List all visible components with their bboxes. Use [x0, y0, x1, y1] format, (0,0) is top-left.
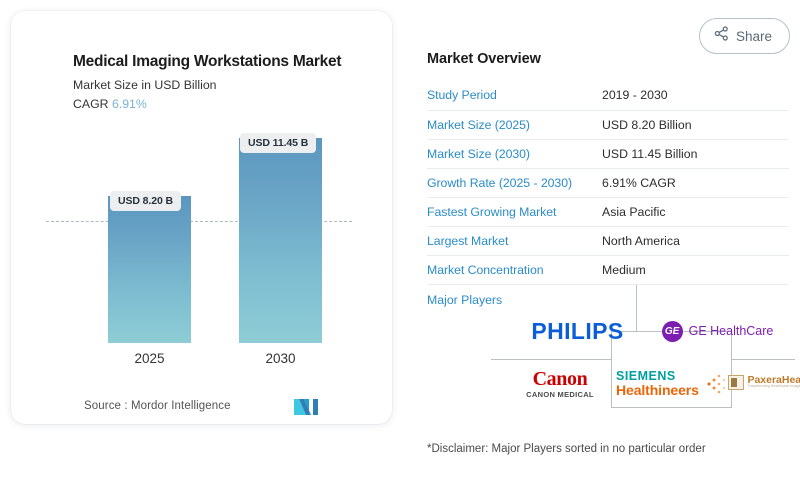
logo-philips: PHILIPS: [531, 317, 624, 344]
market-overview-panel: Share Market Overview Study Period 2019 …: [415, 0, 800, 482]
chart-subtitle: Market Size in USD Billion: [73, 77, 217, 92]
source-label: Source :: [84, 400, 128, 412]
chart-source-text: Source : Mordor Intelligence: [84, 400, 231, 412]
major-players-logo-grid: PHILIPS GE GE HealthCare Canon CANON MED…: [415, 285, 800, 430]
row-value: Asia Pacific: [602, 197, 789, 227]
bar-value-label-2030: USD 11.45 B: [240, 133, 317, 153]
row-key: Market Size (2030): [427, 139, 602, 169]
logo-canon-medical: Canon CANON MEDICAL: [505, 363, 615, 405]
cagr-value: 6.91%: [111, 96, 147, 111]
healthineers-wordmark: Healthineers: [616, 382, 699, 399]
grid-line-horizontal-left: [491, 359, 611, 360]
ge-healthcare-text: GE HealthCare: [688, 324, 774, 338]
row-key: Study Period: [427, 81, 602, 111]
x-axis-tick-2025: 2025: [134, 351, 165, 366]
siemens-dots-icon: [705, 372, 729, 396]
bar-2030: [239, 138, 322, 343]
canon-medical-subtext: CANON MEDICAL: [526, 390, 594, 399]
table-row: Largest Market North America: [427, 226, 789, 256]
bar-chart-plot: USD 8.20 B USD 11.45 B 2025 2030: [11, 129, 392, 369]
mordor-intelligence-logo-icon: [293, 396, 321, 421]
chart-source-row: Source : Mordor Intelligence: [84, 399, 384, 415]
grid-line-vertical-top: [636, 285, 637, 331]
share-button-label: Share: [735, 28, 772, 44]
row-key: Growth Rate (2025 - 2030): [427, 168, 602, 198]
ge-monogram-icon: GE: [661, 320, 683, 342]
major-players-label: Major Players: [427, 293, 503, 307]
row-value: 2019 - 2030: [602, 81, 789, 111]
grid-line-box-right: [731, 331, 732, 407]
major-players-disclaimer: *Disclaimer: Major Players sorted in no …: [427, 443, 706, 455]
paxera-text-block: PaxeraHealth Transforming Healthcare Ima…: [747, 375, 800, 389]
row-key: Market Size (2025): [427, 110, 602, 140]
market-overview-table: Study Period 2019 - 2030 Market Size (20…: [427, 81, 789, 285]
table-row: Study Period 2019 - 2030: [427, 81, 789, 111]
share-button[interactable]: Share: [698, 18, 790, 54]
row-key: Largest Market: [427, 226, 602, 256]
share-nodes-icon: [714, 26, 729, 46]
table-row: Market Concentration Medium: [427, 255, 789, 285]
x-axis-tick-2030: 2030: [265, 351, 296, 366]
row-value: USD 8.20 Billion: [602, 110, 789, 140]
row-value: USD 11.45 Billion: [602, 139, 789, 169]
row-value: Medium: [602, 255, 789, 285]
table-row: Fastest Growing Market Asia Pacific: [427, 197, 789, 227]
paxera-wordmark: PaxeraHealth: [747, 373, 800, 386]
row-key: Market Concentration: [427, 255, 602, 285]
row-key: Fastest Growing Market: [427, 197, 602, 227]
chart-header: Medical Imaging Workstations Market Mark…: [73, 53, 373, 112]
siemens-wordmark: SIEMENS: [616, 369, 676, 384]
canon-wordmark: Canon: [532, 368, 588, 390]
row-value: 6.91% CAGR: [602, 168, 789, 198]
chart-cagr-line: CAGR 6.91%: [73, 97, 373, 112]
grid-line-horizontal-right: [731, 359, 795, 360]
row-value: North America: [602, 226, 789, 256]
grid-line-box-bottom: [611, 407, 732, 408]
paxera-tagline: Transforming Healthcare Imaging Together: [747, 384, 800, 389]
table-row: Market Size (2025) USD 8.20 Billion: [427, 110, 789, 140]
chart-title: Medical Imaging Workstations Market: [73, 53, 342, 70]
reference-dashed-line: [46, 221, 352, 222]
grid-line-box-left: [611, 331, 612, 407]
paxera-mark-icon: [728, 374, 745, 390]
cagr-label: CAGR: [73, 96, 109, 111]
source-name: Mordor Intelligence: [130, 400, 231, 412]
logo-ge-healthcare: GE GE HealthCare: [645, 310, 790, 352]
market-overview-title: Market Overview: [427, 51, 541, 67]
logo-siemens-healthineers: SIEMENS Healthineers: [611, 361, 731, 407]
table-row: Growth Rate (2025 - 2030) 6.91% CAGR: [427, 168, 789, 198]
bar-2025: [108, 196, 191, 343]
table-row: Market Size (2030) USD 11.45 Billion: [427, 139, 789, 169]
bar-value-label-2025: USD 8.20 B: [110, 191, 182, 211]
chart-card: Medical Imaging Workstations Market Mark…: [11, 11, 392, 424]
logo-paxera-health: PaxeraHealth Transforming Healthcare Ima…: [728, 365, 800, 399]
